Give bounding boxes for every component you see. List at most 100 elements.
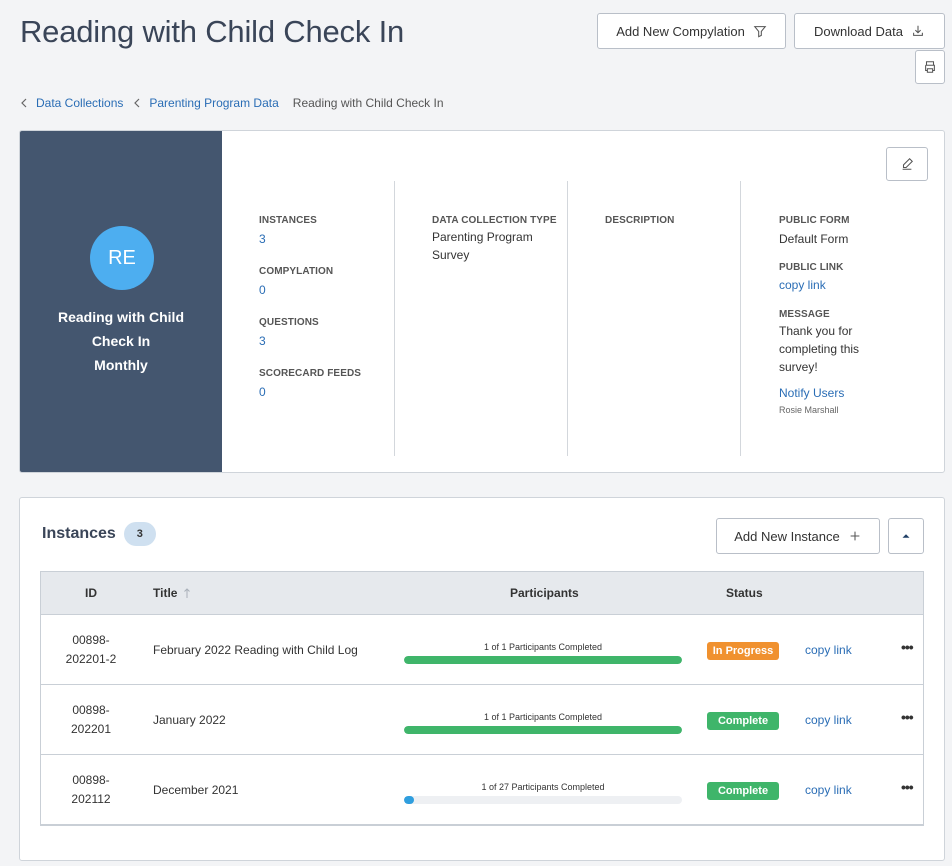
questions-value[interactable]: 3 <box>259 334 266 348</box>
copy-link[interactable]: copy link <box>805 643 852 657</box>
instances-title: Instances <box>42 525 116 542</box>
page-title: Reading with Child Check In <box>20 14 405 49</box>
public-link-copy[interactable]: copy link <box>779 278 826 292</box>
column-title[interactable]: Title <box>153 586 191 600</box>
participants-progress <box>404 656 682 664</box>
column-divider <box>740 181 741 456</box>
questions-label: QUESTIONS <box>259 317 319 328</box>
print-icon <box>925 61 935 73</box>
add-compylation-label: Add New Compylation <box>616 23 745 39</box>
sort-arrow-up-icon <box>184 588 191 598</box>
type-value-line2: Survey <box>432 248 470 262</box>
instance-id-line2: 202112 <box>71 792 111 806</box>
chevron-left-icon <box>133 98 141 108</box>
instance-id-line2: 202201 <box>70 722 112 736</box>
caret-up-icon <box>902 534 910 538</box>
more-options-icon[interactable]: ••• <box>901 779 914 795</box>
description-column: DESCRIPTION <box>605 215 745 226</box>
column-title-label: Title <box>153 586 178 600</box>
table-row[interactable]: 00898- 202201 January 2022 1 of 1 Partic… <box>41 685 923 755</box>
instances-label: INSTANCES <box>259 215 317 226</box>
table-row[interactable]: 00898- 202112 December 2021 1 of 27 Part… <box>41 755 923 825</box>
public-form-column: PUBLIC FORM Default Form PUBLIC LINK cop… <box>779 215 929 415</box>
add-new-instance-label: Add New Instance <box>734 528 840 544</box>
participants-text: 1 of 1 Participants Completed <box>483 712 603 722</box>
progress-fill <box>404 726 682 734</box>
collection-name: Reading with Child Check In Monthly <box>40 305 202 377</box>
instances-count-badge: 3 <box>123 522 156 546</box>
collection-frequency: Monthly <box>94 357 148 373</box>
status-badge: Complete <box>707 782 779 800</box>
download-data-button[interactable]: Download Data <box>794 13 945 49</box>
public-link-label: PUBLIC LINK <box>779 262 844 273</box>
compylation-label: COMPYLATION <box>259 266 334 277</box>
instance-title[interactable]: December 2021 <box>153 783 239 797</box>
compylation-value[interactable]: 0 <box>259 283 266 297</box>
instance-id-line1: 00898- <box>72 633 110 647</box>
progress-fill <box>404 656 682 664</box>
download-icon <box>913 25 923 36</box>
instances-heading: Instances 3 <box>42 522 156 546</box>
notify-user-name: Rosie Marshall <box>779 405 839 415</box>
message-label: MESSAGE <box>779 309 830 320</box>
instance-id: 00898- 202201 <box>41 701 141 739</box>
more-options-icon[interactable]: ••• <box>901 709 914 725</box>
scorecard-value[interactable]: 0 <box>259 385 266 399</box>
edit-button[interactable] <box>886 147 928 181</box>
table-header: ID Title Participants Status <box>41 572 923 615</box>
pencil-icon <box>902 158 913 170</box>
instance-id: 00898- 202112 <box>41 771 141 809</box>
participants-text: 1 of 1 Participants Completed <box>483 642 603 652</box>
column-divider <box>394 181 395 456</box>
type-column: DATA COLLECTION TYPE Parenting Program S… <box>432 215 572 264</box>
breadcrumb-parenting-program-data[interactable]: Parenting Program Data <box>149 96 279 110</box>
instance-id-line1: 00898- <box>72 703 110 717</box>
copy-link[interactable]: copy link <box>805 783 852 797</box>
status-badge: In Progress <box>707 642 779 660</box>
collapse-button[interactable] <box>888 518 924 554</box>
column-status: Status <box>726 586 763 600</box>
collection-name-line2: Check In <box>91 333 151 349</box>
instance-id-line1: 00898- <box>72 773 110 787</box>
instance-title[interactable]: January 2022 <box>153 713 226 727</box>
message-line3: survey! <box>779 360 818 374</box>
chevron-left-icon <box>20 98 28 108</box>
instance-title[interactable]: February 2022 Reading with Child Log <box>153 643 358 657</box>
instances-table: ID Title Participants Status 00898- 2022… <box>40 571 924 826</box>
instances-card: Instances 3 Add New Instance ID Title Pa… <box>19 497 945 861</box>
column-participants: Participants <box>510 586 579 600</box>
description-label: DESCRIPTION <box>605 215 675 226</box>
plus-icon <box>850 531 860 541</box>
avatar: RE <box>90 226 154 290</box>
status-badge: Complete <box>707 712 779 730</box>
scorecard-label: SCORECARD FEEDS <box>259 368 362 379</box>
breadcrumb-current: Reading with Child Check In <box>292 96 444 110</box>
instance-id: 00898- 202201-2 <box>41 631 141 669</box>
print-button[interactable] <box>915 50 945 84</box>
summary-card: RE Reading with Child Check In Monthly I… <box>19 130 945 473</box>
download-data-label: Download Data <box>814 23 903 39</box>
message-line2: completing this <box>779 342 860 356</box>
copy-link[interactable]: copy link <box>805 713 852 727</box>
add-new-instance-button[interactable]: Add New Instance <box>716 518 880 554</box>
participants-progress <box>404 796 682 804</box>
breadcrumb: Data Collections Parenting Program Data … <box>20 96 444 110</box>
type-label: DATA COLLECTION TYPE <box>432 215 557 226</box>
summary-sidebar: RE Reading with Child Check In Monthly <box>20 131 222 472</box>
participants-text: 1 of 27 Participants Completed <box>481 782 605 792</box>
column-id[interactable]: ID <box>85 586 97 600</box>
collection-name-line1: Reading with Child <box>58 309 184 325</box>
instances-value[interactable]: 3 <box>259 232 266 246</box>
table-row[interactable]: 00898- 202201-2 February 2022 Reading wi… <box>41 615 923 685</box>
breadcrumb-data-collections[interactable]: Data Collections <box>36 96 124 110</box>
participants-progress <box>404 726 682 734</box>
progress-fill <box>404 796 415 804</box>
public-form-value: Default Form <box>779 232 849 246</box>
column-divider <box>567 181 568 456</box>
notify-users-link[interactable]: Notify Users <box>779 386 845 400</box>
message-line1: Thank you for <box>779 324 853 338</box>
add-compylation-button[interactable]: Add New Compylation <box>597 13 786 49</box>
more-options-icon[interactable]: ••• <box>901 639 914 655</box>
stats-column: INSTANCES 3 COMPYLATION 0 QUESTIONS 3 SC… <box>259 215 399 399</box>
instance-id-line2: 202201-2 <box>65 652 117 666</box>
